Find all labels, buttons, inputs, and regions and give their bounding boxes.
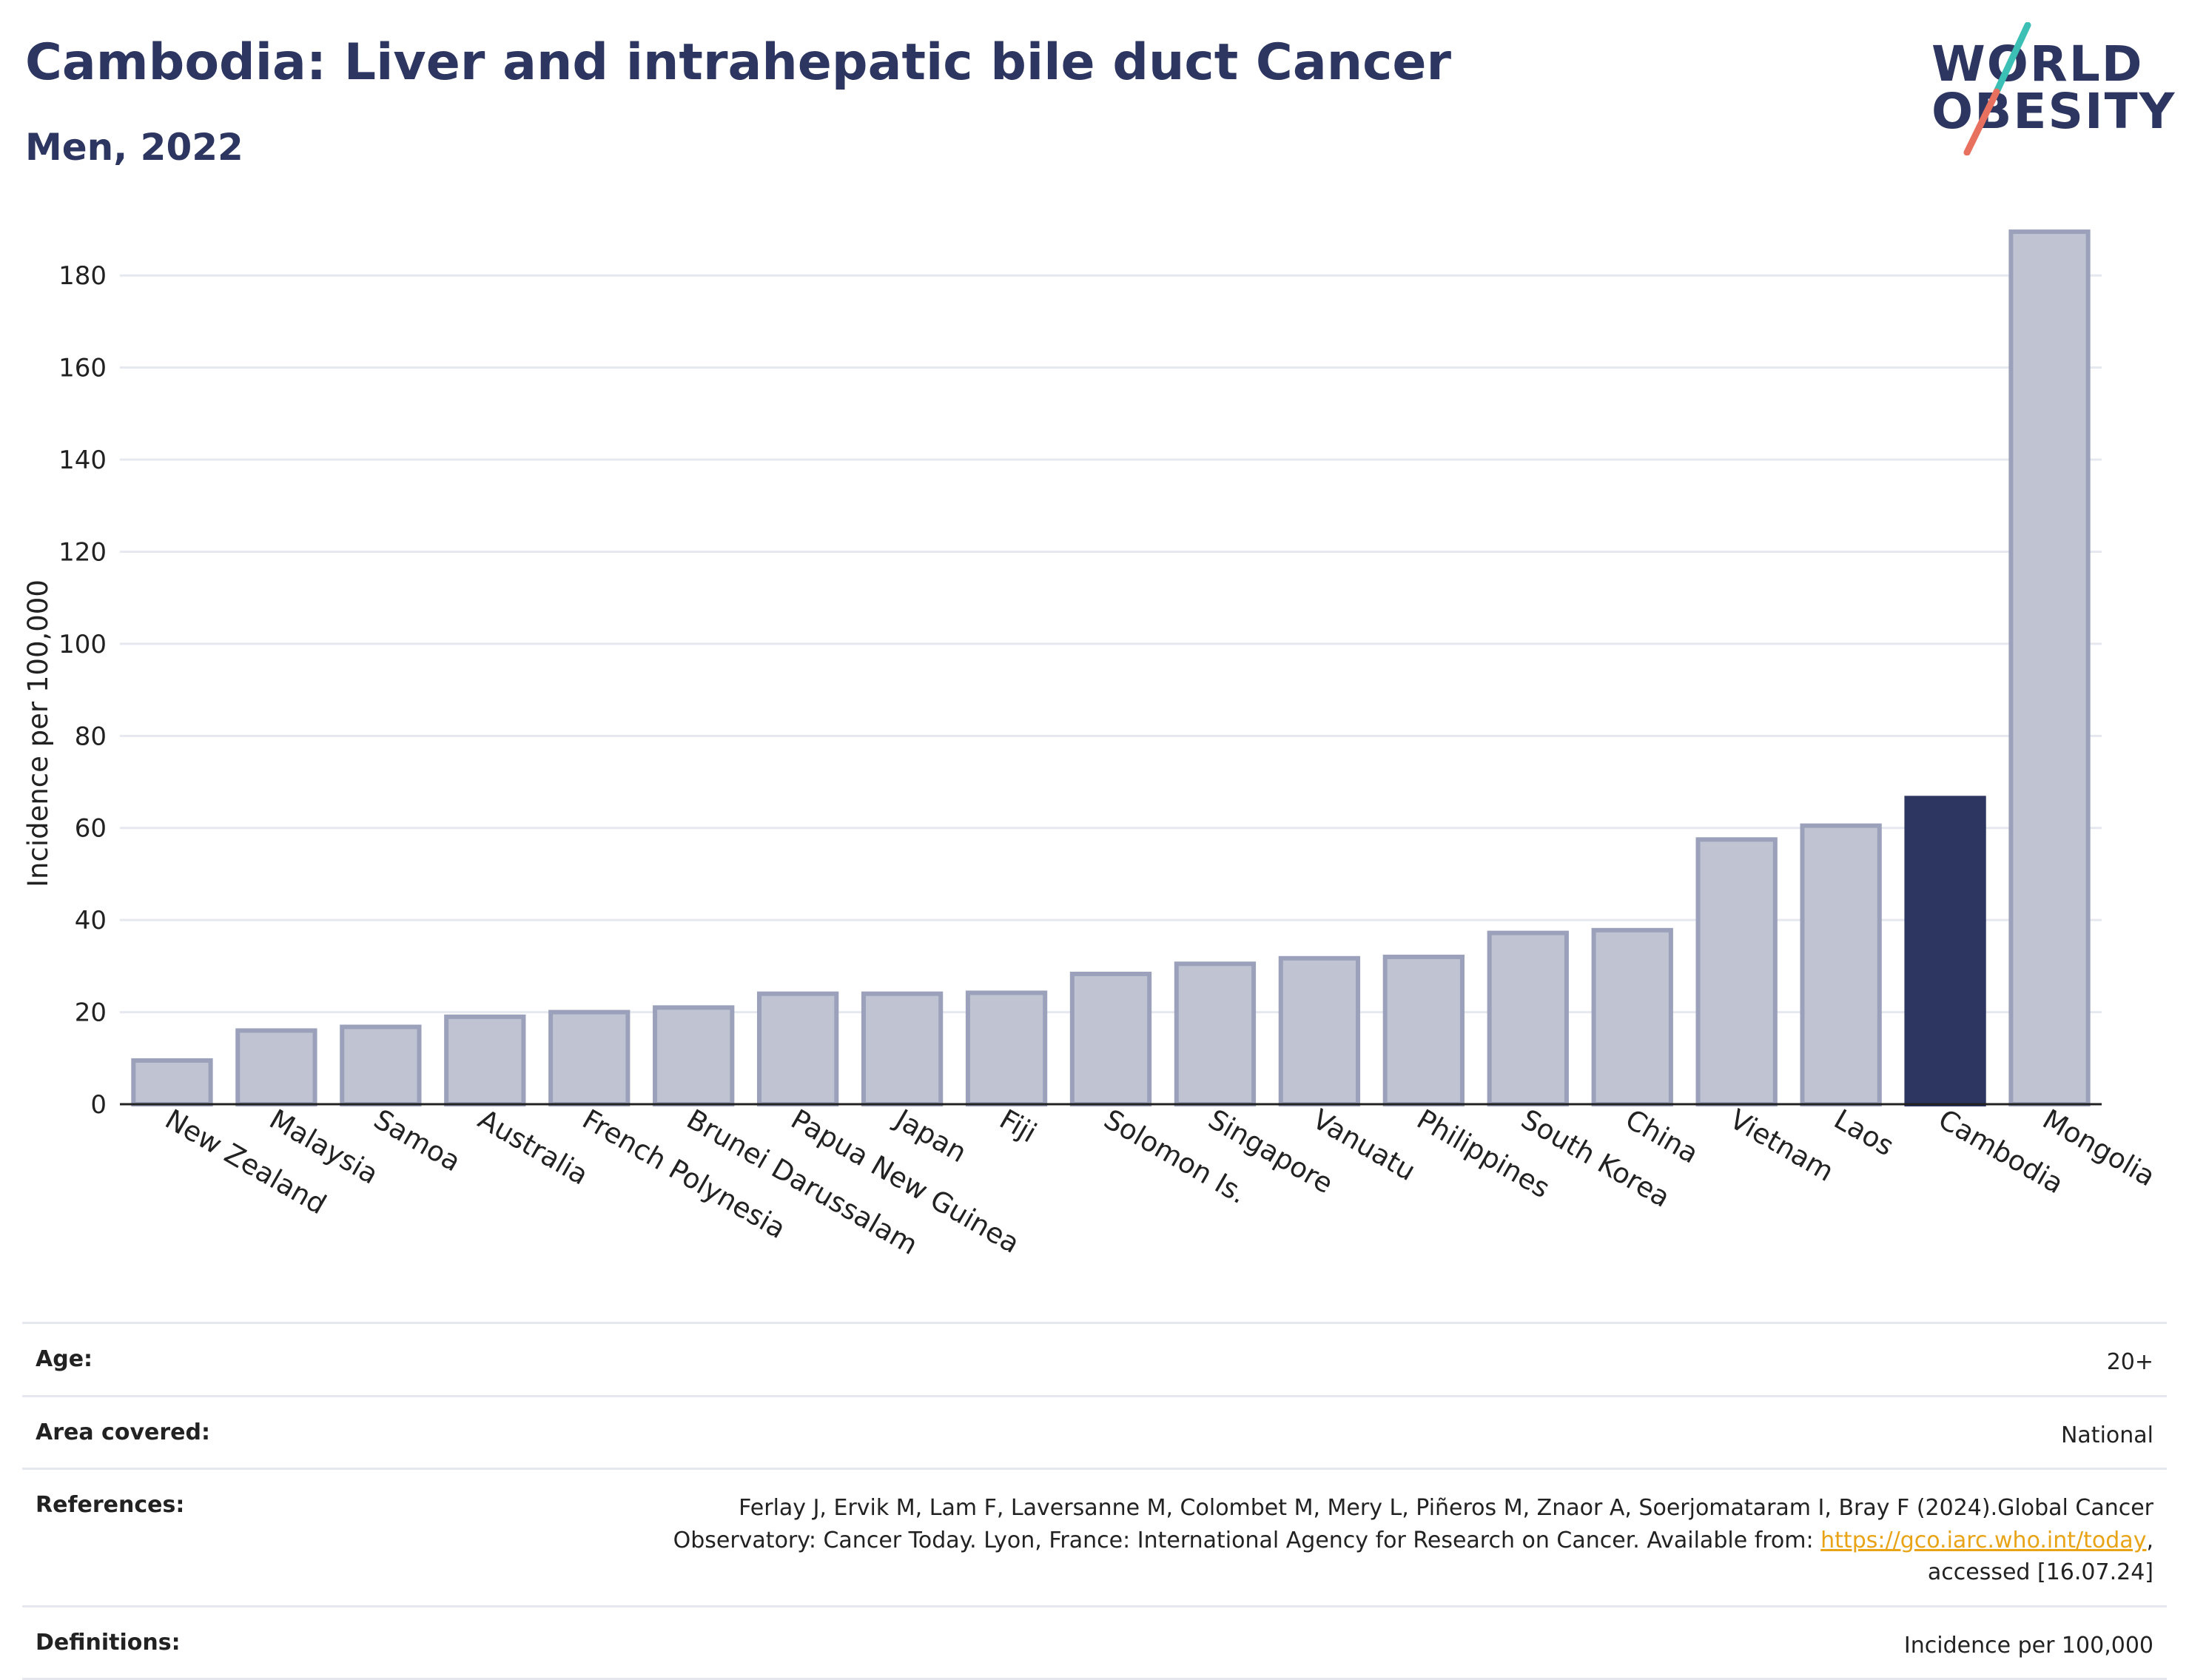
meta-label-age: Age:: [36, 1346, 93, 1372]
meta-value-definitions: Incidence per 100,000: [1904, 1630, 2153, 1662]
x-tick-label: Japan: [889, 1103, 972, 1169]
y-tick-label: 40: [75, 906, 107, 935]
bar-brunei-darussalam: [655, 1007, 732, 1104]
meta-label-definitions: Definitions:: [36, 1630, 181, 1656]
meta-value-area: National: [2061, 1419, 2153, 1452]
bar-malaysia: [238, 1030, 315, 1104]
metadata-table: Age: 20+ Area covered: National Referenc…: [22, 1322, 2167, 1680]
bar-china: [1594, 930, 1671, 1104]
x-tick-label: Laos: [1829, 1103, 1899, 1163]
y-tick-label: 100: [58, 630, 107, 659]
bar-philippines: [1385, 957, 1462, 1104]
y-tick-label: 140: [58, 446, 107, 475]
y-axis-label: Incidence per 100,000: [22, 579, 54, 887]
y-tick-label: 20: [75, 998, 107, 1028]
y-tick-label: 160: [58, 354, 107, 383]
meta-row-age: Age: 20+: [22, 1322, 2167, 1395]
bar-solomon-is: [1072, 974, 1149, 1104]
bar-chart: 0 20 40 60 80 100 120 140 160 180 New ZealandMala…: [0, 0, 2189, 1303]
bar-south-korea: [1490, 933, 1567, 1104]
bar-mongolia: [2011, 232, 2088, 1104]
x-tick-label: Fiji: [995, 1103, 1042, 1149]
bar-japan: [864, 994, 941, 1104]
bar-australia: [446, 1017, 523, 1104]
bar-french-polynesia: [551, 1012, 628, 1104]
bar-laos: [1802, 826, 1879, 1104]
bar-cambodia: [1906, 798, 1983, 1104]
y-axis-ticks: 0 20 40 60 80 100 120 140 160 180: [58, 261, 107, 1120]
bar-samoa: [342, 1027, 419, 1104]
bar-new-zealand: [133, 1061, 210, 1104]
meta-value-references: Ferlay J, Ervik M, Lam F, Laversanne M, …: [599, 1492, 2153, 1589]
meta-row-area: Area covered: National: [22, 1395, 2167, 1468]
bar-vanuatu: [1281, 958, 1358, 1104]
x-tick-label: Samoa: [369, 1103, 466, 1178]
bar-singapore: [1177, 964, 1254, 1104]
bar-fiji: [968, 992, 1045, 1104]
x-tick-label: Australia: [473, 1103, 594, 1192]
x-tick-label: Vietnam: [1724, 1103, 1839, 1188]
bars: [133, 232, 2088, 1104]
meta-label-references: References:: [36, 1492, 184, 1518]
y-tick-label: 180: [58, 261, 107, 291]
y-tick-label: 120: [58, 537, 107, 567]
bar-vietnam: [1698, 839, 1775, 1104]
meta-value-age: 20+: [2107, 1346, 2153, 1379]
meta-row-references: References: Ferlay J, Ervik M, Lam F, La…: [22, 1468, 2167, 1605]
bar-papua-new-guinea: [759, 994, 836, 1104]
x-tick-label: China: [1620, 1103, 1704, 1170]
y-tick-label: 0: [90, 1090, 107, 1120]
meta-label-area: Area covered:: [36, 1419, 210, 1445]
y-tick-label: 80: [75, 722, 107, 751]
y-tick-label: 60: [75, 814, 107, 844]
reference-link[interactable]: https://gco.iarc.who.int/today: [1820, 1528, 2146, 1553]
